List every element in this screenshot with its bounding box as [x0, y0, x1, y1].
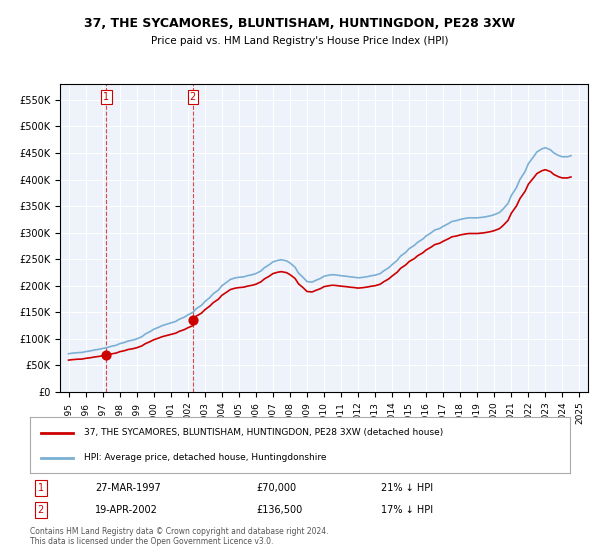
Text: 17% ↓ HPI: 17% ↓ HPI [381, 505, 433, 515]
Text: 27-MAR-1997: 27-MAR-1997 [95, 483, 161, 493]
Text: HPI: Average price, detached house, Huntingdonshire: HPI: Average price, detached house, Hunt… [84, 453, 326, 462]
Text: 19-APR-2002: 19-APR-2002 [95, 505, 158, 515]
Text: 21% ↓ HPI: 21% ↓ HPI [381, 483, 433, 493]
Text: 37, THE SYCAMORES, BLUNTISHAM, HUNTINGDON, PE28 3XW (detached house): 37, THE SYCAMORES, BLUNTISHAM, HUNTINGDO… [84, 428, 443, 437]
Text: £70,000: £70,000 [257, 483, 297, 493]
Point [101, 351, 111, 360]
Text: Price paid vs. HM Land Registry's House Price Index (HPI): Price paid vs. HM Land Registry's House … [151, 36, 449, 46]
Text: 2: 2 [190, 92, 196, 102]
Point [188, 315, 197, 324]
Text: 37, THE SYCAMORES, BLUNTISHAM, HUNTINGDON, PE28 3XW: 37, THE SYCAMORES, BLUNTISHAM, HUNTINGDO… [85, 17, 515, 30]
Text: Contains HM Land Registry data © Crown copyright and database right 2024.
This d: Contains HM Land Registry data © Crown c… [30, 526, 329, 546]
Text: 1: 1 [38, 483, 44, 493]
Text: £136,500: £136,500 [257, 505, 303, 515]
Text: 2: 2 [38, 505, 44, 515]
Text: 1: 1 [103, 92, 110, 102]
